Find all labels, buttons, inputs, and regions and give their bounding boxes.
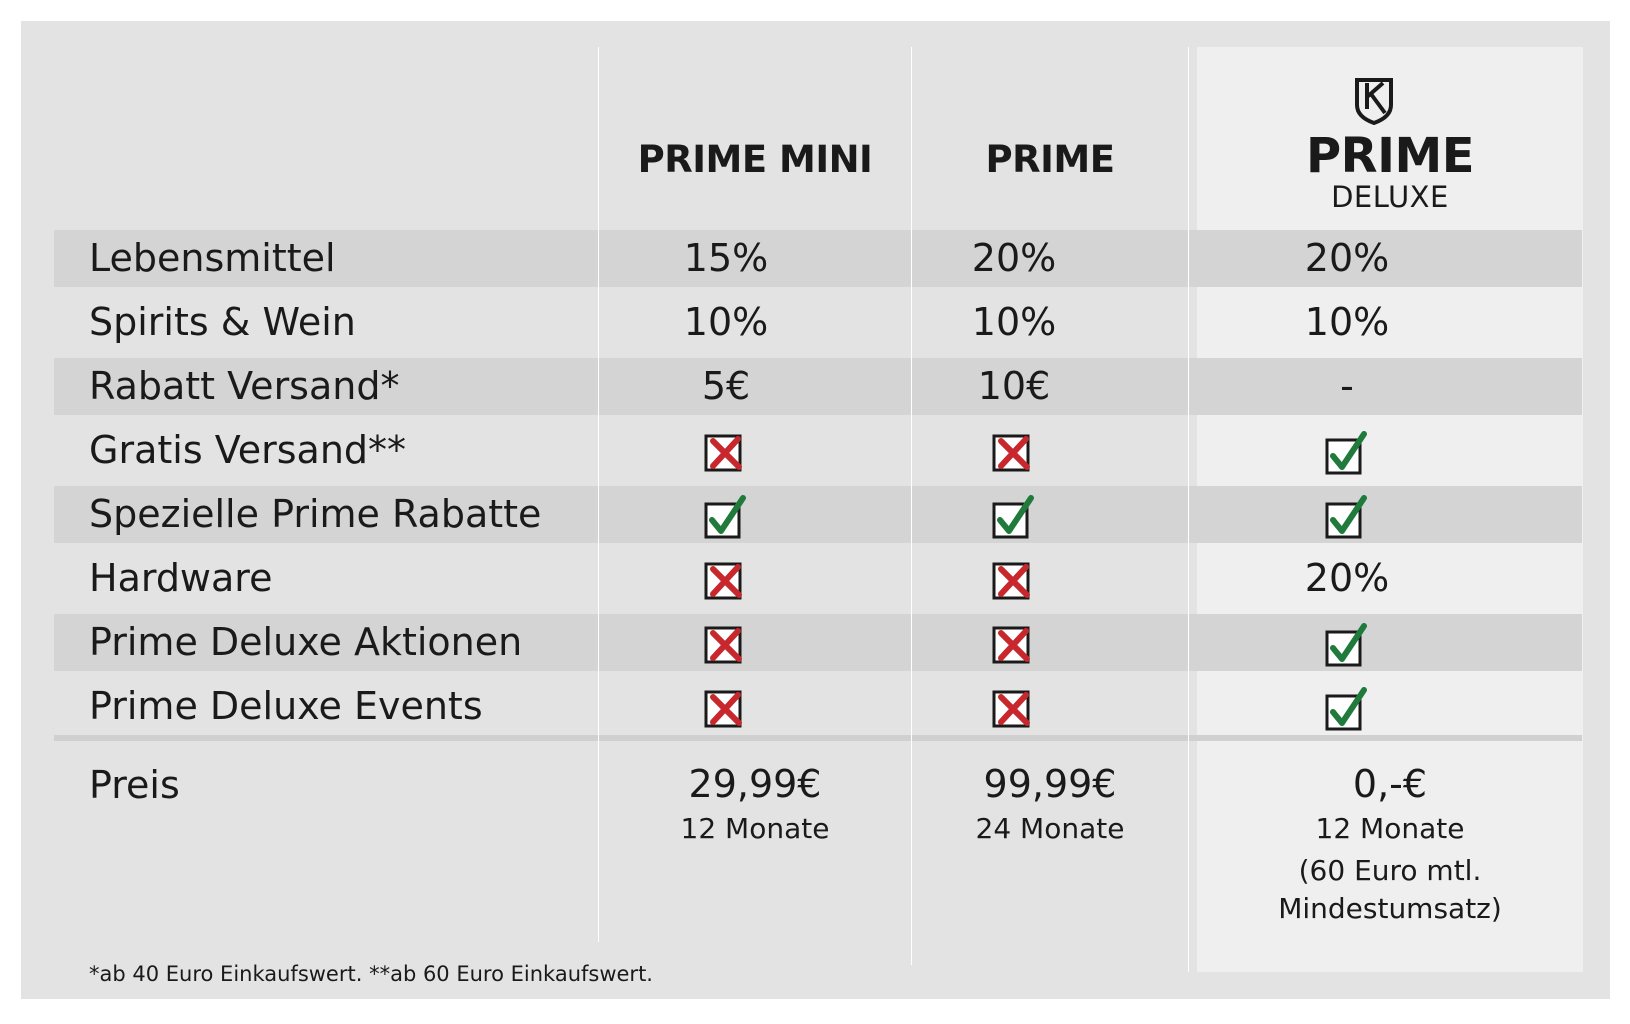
- price-term: 12 Monate: [680, 812, 830, 845]
- row-label: Prime Deluxe Events: [89, 684, 483, 728]
- check-icon: [1217, 678, 1477, 735]
- row-label: Gratis Versand**: [89, 428, 407, 472]
- price-mini: 29,99€ 12 Monate: [605, 758, 905, 848]
- column-divider: [598, 47, 599, 942]
- price-amount: 29,99€: [688, 762, 822, 806]
- cell-value: 10€: [977, 364, 1051, 408]
- row-label: Rabatt Versand*: [89, 364, 400, 408]
- deluxe-logo-icon: [1354, 77, 1394, 126]
- row-band: [54, 358, 1582, 415]
- price-term: 12 Monate: [1315, 812, 1465, 845]
- cross-icon: [884, 678, 1144, 735]
- price-amount: 99,99€: [983, 762, 1117, 806]
- row-label: Hardware: [89, 556, 273, 600]
- column-header-deluxe-subtitle: DELUXE: [1331, 180, 1449, 214]
- cell-value: 5€: [701, 364, 751, 408]
- row-label: Spezielle Prime Rabatte: [89, 492, 542, 536]
- cross-icon: [596, 422, 856, 479]
- cell-value: 10%: [683, 300, 769, 344]
- row-band: [54, 230, 1582, 287]
- price-deluxe: 0,-€ 12 Monate (60 Euro mtl. Mindestumsa…: [1240, 758, 1540, 928]
- check-icon: [1217, 422, 1477, 479]
- cell-value: 10%: [1304, 300, 1390, 344]
- cell-value: 20%: [971, 236, 1057, 280]
- check-icon: [596, 486, 856, 543]
- check-icon: [884, 486, 1144, 543]
- cross-icon: [596, 614, 856, 671]
- footnote: *ab 40 Euro Einkaufswert. **ab 60 Euro E…: [89, 962, 653, 986]
- price-amount: 0,-€: [1352, 762, 1428, 806]
- column-header-deluxe-title: PRIME: [1305, 128, 1475, 184]
- row-label: Spirits & Wein: [89, 300, 356, 344]
- cell-value: 10%: [971, 300, 1057, 344]
- price-label: Preis: [89, 763, 180, 807]
- cell-value: -: [1340, 364, 1354, 408]
- cell-value: 20%: [1304, 556, 1390, 600]
- price-separator: [54, 735, 1582, 741]
- price-note: Mindestumsatz): [1278, 892, 1502, 925]
- cross-icon: [596, 678, 856, 735]
- cross-icon: [884, 422, 1144, 479]
- check-icon: [1217, 486, 1477, 543]
- price-prime: 99,99€ 24 Monate: [900, 758, 1200, 848]
- cell-value: 15%: [683, 236, 769, 280]
- check-icon: [1217, 614, 1477, 671]
- row-label: Prime Deluxe Aktionen: [89, 620, 523, 664]
- column-divider: [911, 47, 912, 965]
- row-label: Lebensmittel: [89, 236, 336, 280]
- column-header-prime: PRIME: [985, 138, 1115, 181]
- column-divider: [1188, 47, 1189, 972]
- cell-value: 20%: [1304, 236, 1390, 280]
- price-note: (60 Euro mtl.: [1298, 854, 1482, 887]
- column-header-prime-mini: PRIME MINI: [637, 138, 873, 181]
- cross-icon: [884, 550, 1144, 607]
- cross-icon: [884, 614, 1144, 671]
- cross-icon: [596, 550, 856, 607]
- price-term: 24 Monate: [975, 812, 1125, 845]
